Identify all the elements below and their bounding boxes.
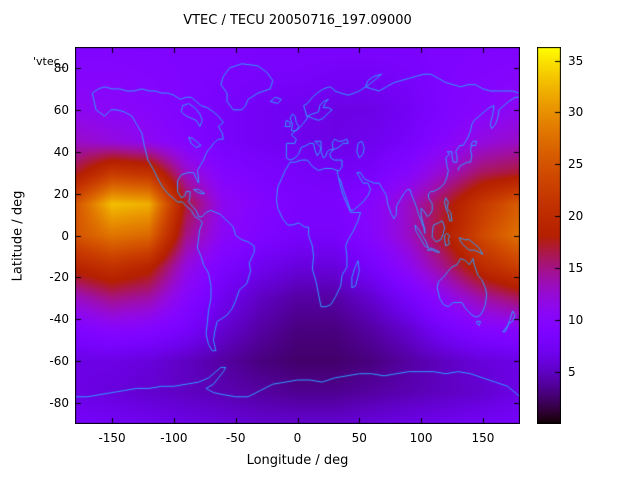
- colorbar-tick-label: 5: [568, 365, 576, 380]
- colorbar-tick-label: 25: [568, 157, 584, 172]
- colorbar-tick-label: 35: [568, 53, 584, 68]
- x-tick-label: 0: [293, 431, 302, 445]
- colorbar-tick-label: 20: [568, 209, 584, 224]
- x-tick-label: -150: [98, 431, 126, 445]
- y-tick-label: 0: [61, 228, 69, 243]
- x-tick-label: 50: [351, 431, 367, 445]
- x-tick-label: -100: [160, 431, 188, 445]
- y-tick-label: 60: [53, 102, 69, 117]
- y-tick-label: -80: [49, 396, 69, 411]
- chart-title: VTEC / TECU 20050716_197.09000: [183, 13, 412, 28]
- x-tick-label: 100: [409, 431, 433, 445]
- colorbar-canvas: [537, 47, 561, 424]
- coastline-overlay-canvas: [75, 47, 520, 424]
- key-label: 'vtec_: [33, 55, 66, 68]
- y-tick-label: -40: [49, 312, 69, 327]
- y-tick-label: -20: [49, 270, 69, 285]
- y-tick-label: 40: [53, 144, 69, 159]
- x-tick-label: 150: [471, 431, 495, 445]
- y-tick-label: -60: [49, 354, 69, 369]
- y-axis-label: Latitude / deg: [10, 190, 26, 282]
- y-tick-label: 80: [53, 60, 69, 75]
- x-tick-label: -50: [225, 431, 246, 445]
- colorbar-tick-label: 15: [568, 261, 584, 276]
- colorbar-tick-label: 10: [568, 313, 584, 328]
- y-tick-label: 20: [53, 186, 69, 201]
- colorbar-tick-label: 30: [568, 105, 584, 120]
- x-axis-label: Longitude / deg: [246, 453, 349, 468]
